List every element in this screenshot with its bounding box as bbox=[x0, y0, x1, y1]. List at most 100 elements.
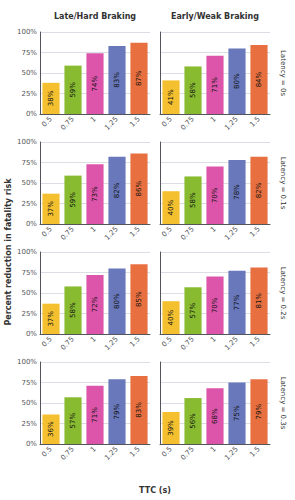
svg-text:1: 1 bbox=[209, 335, 218, 344]
svg-text:0.75: 0.75 bbox=[59, 445, 76, 462]
svg-text:100%: 100% bbox=[17, 358, 37, 366]
svg-text:40%: 40% bbox=[167, 199, 175, 215]
svg-text:Latency = 0.1s: Latency = 0.1s bbox=[279, 157, 287, 210]
svg-text:1.5: 1.5 bbox=[248, 335, 262, 349]
svg-text:80%: 80% bbox=[113, 293, 121, 309]
svg-text:74%: 74% bbox=[91, 76, 99, 92]
svg-text:Late/Hard Braking: Late/Hard Braking bbox=[54, 12, 136, 21]
svg-text:82%: 82% bbox=[255, 182, 263, 198]
svg-text:1.5: 1.5 bbox=[128, 115, 142, 129]
svg-text:75%: 75% bbox=[233, 405, 241, 421]
svg-text:0%: 0% bbox=[26, 110, 37, 118]
svg-text:100%: 100% bbox=[17, 28, 37, 36]
svg-text:100%: 100% bbox=[17, 138, 37, 146]
svg-text:Latency = 0s: Latency = 0s bbox=[279, 50, 287, 96]
svg-text:1.25: 1.25 bbox=[223, 115, 240, 132]
svg-text:1.5: 1.5 bbox=[128, 335, 142, 349]
svg-text:83%: 83% bbox=[135, 402, 143, 418]
svg-text:50%: 50% bbox=[21, 399, 37, 407]
svg-text:58%: 58% bbox=[189, 82, 197, 98]
svg-text:1: 1 bbox=[209, 445, 218, 454]
svg-text:78%: 78% bbox=[233, 184, 241, 200]
svg-text:0.5: 0.5 bbox=[40, 225, 54, 239]
svg-text:70%: 70% bbox=[211, 297, 219, 313]
svg-text:59%: 59% bbox=[69, 192, 77, 208]
svg-text:83%: 83% bbox=[113, 72, 121, 88]
svg-text:37%: 37% bbox=[47, 311, 55, 327]
svg-text:Latency = 0.2s: Latency = 0.2s bbox=[279, 267, 287, 320]
svg-text:100%: 100% bbox=[17, 248, 37, 256]
svg-text:25%: 25% bbox=[21, 90, 37, 98]
svg-text:0.75: 0.75 bbox=[59, 225, 76, 242]
svg-text:50%: 50% bbox=[21, 179, 37, 187]
svg-text:1.25: 1.25 bbox=[103, 445, 120, 462]
svg-text:57%: 57% bbox=[189, 303, 197, 319]
svg-text:71%: 71% bbox=[211, 77, 219, 93]
svg-text:50%: 50% bbox=[21, 69, 37, 77]
svg-text:1.5: 1.5 bbox=[128, 445, 142, 459]
svg-text:59%: 59% bbox=[69, 82, 77, 98]
svg-text:75%: 75% bbox=[21, 269, 37, 277]
svg-text:57%: 57% bbox=[69, 413, 77, 429]
svg-text:25%: 25% bbox=[21, 200, 37, 208]
svg-text:70%: 70% bbox=[211, 187, 219, 203]
svg-text:0.5: 0.5 bbox=[160, 115, 174, 129]
svg-text:50%: 50% bbox=[21, 289, 37, 297]
svg-text:0.5: 0.5 bbox=[160, 225, 174, 239]
svg-text:Latency = 0.3s: Latency = 0.3s bbox=[279, 377, 287, 430]
svg-text:56%: 56% bbox=[189, 413, 197, 429]
svg-text:0.75: 0.75 bbox=[59, 335, 76, 352]
svg-text:1.5: 1.5 bbox=[248, 225, 262, 239]
svg-text:1.25: 1.25 bbox=[223, 335, 240, 352]
svg-text:39%: 39% bbox=[167, 420, 175, 436]
svg-text:72%: 72% bbox=[91, 296, 99, 312]
svg-text:0.5: 0.5 bbox=[40, 115, 54, 129]
svg-text:1: 1 bbox=[89, 335, 98, 344]
svg-text:0%: 0% bbox=[26, 330, 37, 338]
svg-text:40%: 40% bbox=[167, 309, 175, 325]
svg-text:81%: 81% bbox=[255, 293, 263, 309]
svg-text:77%: 77% bbox=[233, 294, 241, 310]
svg-text:79%: 79% bbox=[255, 403, 263, 419]
svg-text:0.75: 0.75 bbox=[59, 115, 76, 132]
svg-text:85%: 85% bbox=[135, 291, 143, 307]
svg-text:1: 1 bbox=[209, 225, 218, 234]
svg-text:Percent reduction in fatality: Percent reduction in fatality risk bbox=[4, 178, 13, 326]
svg-text:0.75: 0.75 bbox=[179, 445, 196, 462]
svg-text:84%: 84% bbox=[255, 71, 263, 87]
svg-text:25%: 25% bbox=[21, 420, 37, 428]
svg-text:86%: 86% bbox=[135, 181, 143, 197]
svg-text:0.5: 0.5 bbox=[160, 445, 174, 459]
svg-text:58%: 58% bbox=[189, 192, 197, 208]
svg-text:75%: 75% bbox=[21, 159, 37, 167]
svg-text:0.5: 0.5 bbox=[40, 445, 54, 459]
svg-text:0.75: 0.75 bbox=[179, 115, 196, 132]
svg-text:37%: 37% bbox=[47, 201, 55, 217]
svg-text:1.5: 1.5 bbox=[248, 445, 262, 459]
svg-text:1.25: 1.25 bbox=[223, 445, 240, 462]
svg-text:75%: 75% bbox=[21, 49, 37, 57]
svg-text:58%: 58% bbox=[69, 302, 77, 318]
svg-text:0%: 0% bbox=[26, 220, 37, 228]
svg-text:1: 1 bbox=[89, 115, 98, 124]
svg-text:TTC (s): TTC (s) bbox=[139, 486, 171, 495]
svg-text:0.75: 0.75 bbox=[179, 335, 196, 352]
svg-text:1: 1 bbox=[209, 115, 218, 124]
svg-text:1.25: 1.25 bbox=[223, 225, 240, 242]
svg-text:73%: 73% bbox=[91, 186, 99, 202]
svg-text:75%: 75% bbox=[21, 379, 37, 387]
svg-text:71%: 71% bbox=[91, 407, 99, 423]
svg-text:1: 1 bbox=[89, 445, 98, 454]
svg-text:38%: 38% bbox=[47, 90, 55, 106]
svg-text:68%: 68% bbox=[211, 408, 219, 424]
svg-text:0.5: 0.5 bbox=[40, 335, 54, 349]
svg-text:36%: 36% bbox=[47, 421, 55, 437]
svg-text:1.25: 1.25 bbox=[103, 115, 120, 132]
svg-text:41%: 41% bbox=[167, 89, 175, 105]
svg-text:0%: 0% bbox=[26, 440, 37, 448]
svg-text:1.25: 1.25 bbox=[103, 335, 120, 352]
svg-text:Early/Weak Braking: Early/Weak Braking bbox=[171, 12, 259, 21]
svg-text:1.5: 1.5 bbox=[248, 115, 262, 129]
svg-text:1.5: 1.5 bbox=[128, 225, 142, 239]
svg-text:82%: 82% bbox=[113, 182, 121, 198]
